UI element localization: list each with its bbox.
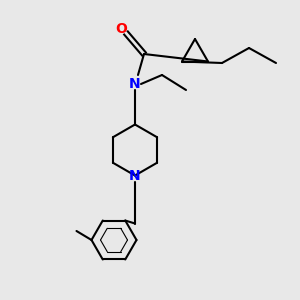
Text: O: O <box>116 22 128 35</box>
Text: N: N <box>129 77 141 91</box>
Text: N: N <box>129 169 141 182</box>
